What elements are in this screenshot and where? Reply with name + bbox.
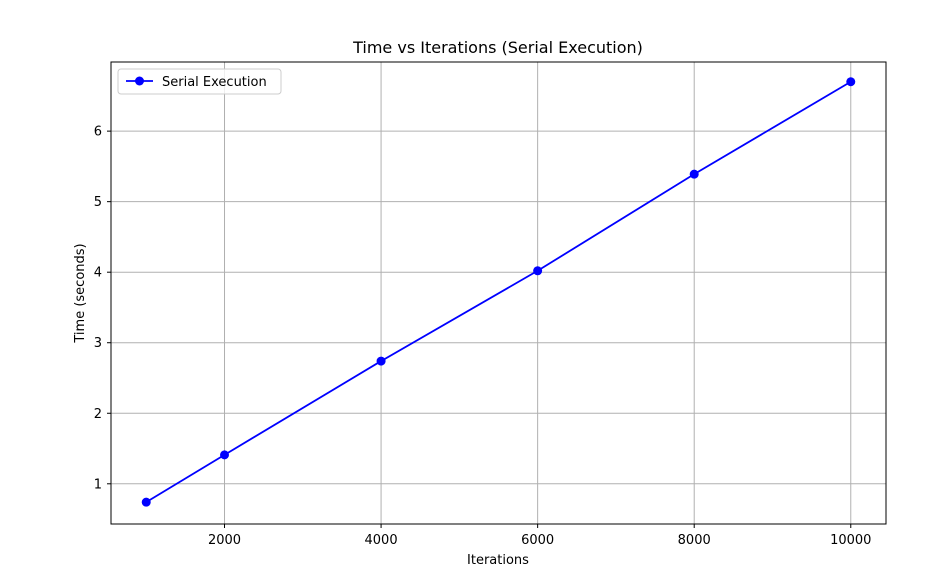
y-tick-label: 5 [94, 195, 102, 210]
y-tick-label: 4 [94, 266, 102, 281]
y-tick-label: 1 [94, 477, 102, 492]
data-point [533, 266, 543, 276]
legend: Serial Execution [117, 68, 282, 95]
series-line [145, 80, 852, 503]
x-axis-label: Iterations [467, 553, 529, 568]
data-point [220, 450, 230, 460]
y-axis-label: Time (seconds) [73, 243, 88, 343]
plot-area-frame [110, 61, 887, 525]
y-tick-label: 2 [94, 407, 102, 422]
data-point [376, 356, 386, 366]
legend-label: Serial Execution [162, 75, 267, 90]
y-tick-label: 6 [94, 125, 102, 140]
x-tick-label: 4000 [365, 533, 398, 548]
x-tick-label: 10000 [830, 533, 871, 548]
legend-box [117, 68, 282, 95]
chart-title: Time vs Iterations (Serial Execution) [352, 38, 643, 57]
data-point [141, 497, 151, 507]
x-tick-label: 8000 [678, 533, 711, 548]
axis-ticks: 2000 4000 6000 8000 10000 1 2 3 4 5 6 [94, 125, 872, 548]
y-tick-label: 3 [94, 336, 102, 351]
x-tick-label: 6000 [521, 533, 554, 548]
x-tick-label: 2000 [208, 533, 241, 548]
legend-marker-swatch [135, 76, 144, 86]
series-layer [141, 77, 856, 507]
data-point [689, 169, 699, 179]
data-point [846, 77, 856, 87]
grid [111, 62, 886, 524]
